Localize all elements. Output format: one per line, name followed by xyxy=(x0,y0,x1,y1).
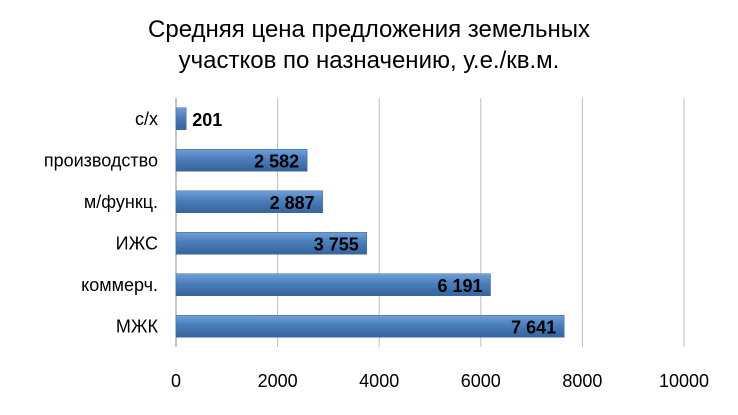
data-label: 2 887 xyxy=(270,193,315,213)
bars xyxy=(175,107,565,338)
labels: 0 2000 4000 6000 8000 10000 с/х 201 производство… xyxy=(44,109,709,391)
data-label: 3 755 xyxy=(314,234,359,254)
x-tick-label: 2000 xyxy=(258,371,298,391)
bar-5 xyxy=(175,315,565,338)
x-tick-label: 6000 xyxy=(461,371,501,391)
data-label: 7 641 xyxy=(511,317,556,337)
category-label: коммерч. xyxy=(81,275,158,295)
x-tick-label: 0 xyxy=(171,371,181,391)
data-label: 2 582 xyxy=(254,151,299,171)
gridlines xyxy=(277,98,685,347)
chart-title-line-1: Средняя цена предложения земельных xyxy=(148,16,590,43)
data-label: 201 xyxy=(192,110,222,130)
bar-1 xyxy=(175,149,308,172)
bar-2 xyxy=(175,190,323,213)
bar-3 xyxy=(175,232,368,255)
category-label: МЖК xyxy=(116,316,159,336)
bar-0 xyxy=(175,107,187,130)
category-label: производство xyxy=(44,150,158,170)
category-label: с/х xyxy=(135,109,158,129)
chart-title-line-2: участков по назначению, у.е./кв.м. xyxy=(178,47,560,74)
x-tick-label: 8000 xyxy=(562,371,602,391)
chart-title: Средняя цена предложения земельных участ… xyxy=(0,14,738,76)
x-tick-label: 10000 xyxy=(659,371,709,391)
x-tick-label: 4000 xyxy=(359,371,399,391)
category-label: ИЖС xyxy=(116,233,158,253)
data-label: 6 191 xyxy=(437,276,482,296)
bar-4 xyxy=(175,273,491,296)
category-label: м/функц. xyxy=(84,192,158,212)
